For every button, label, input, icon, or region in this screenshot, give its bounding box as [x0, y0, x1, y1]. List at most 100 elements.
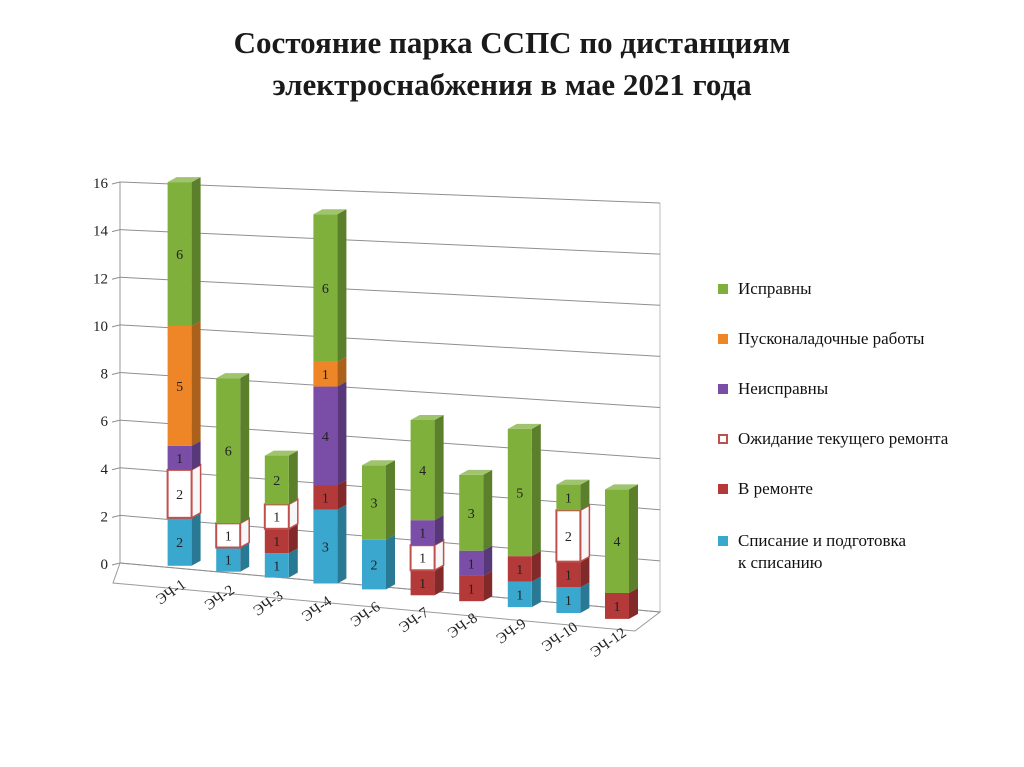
y-tick-label: 2 [101, 509, 109, 525]
x-tick-label: ЭЧ-6 [348, 599, 384, 631]
bar-segment: 1 [556, 479, 590, 511]
bar-top [362, 460, 395, 466]
bar-value-label: 4 [614, 535, 621, 550]
bar-segment: 1 [167, 440, 201, 470]
chart-title: Состояние парка ССПС по дистанциям элект… [0, 22, 1024, 106]
bar-front [167, 182, 192, 326]
bar-segment: 1 [459, 545, 493, 576]
x-tick-label: ЭЧ-4 [299, 593, 335, 625]
bar-value-label: 1 [273, 559, 280, 574]
bar-side [337, 480, 347, 510]
bar-top [216, 373, 250, 379]
bar-front [167, 325, 192, 446]
bar-value-label: 2 [565, 530, 572, 545]
bar-side [531, 423, 541, 557]
legend-swatch [718, 284, 728, 294]
bar-front [362, 539, 386, 590]
bar-front [264, 455, 289, 505]
bar-segment: 1 [410, 565, 444, 596]
bar-top [556, 479, 590, 485]
bar-front [410, 419, 435, 521]
bar-value-label: 4 [419, 464, 426, 479]
bar-segment: 2 [362, 534, 395, 590]
bar-front [556, 561, 581, 588]
bar-front [313, 485, 338, 510]
bar-front [264, 528, 289, 554]
bar-segment: 6 [313, 209, 347, 362]
x-tick-label: ЭЧ-12 [588, 625, 630, 661]
bar-segment: 4 [410, 414, 444, 521]
bar-front [410, 570, 435, 596]
y-tick-label: 12 [93, 271, 108, 287]
bar-front [362, 465, 386, 540]
bar-stack-8: 1 1 5 [507, 423, 541, 608]
bar-side [191, 512, 201, 566]
bar-front [313, 214, 338, 362]
x-tick-label: ЭЧ-1 [154, 577, 190, 609]
bar-segment: 1 [507, 551, 541, 582]
bar-value-label: 5 [176, 380, 183, 395]
bar-segment: 3 [313, 504, 347, 584]
bar-side [191, 320, 201, 446]
bar-value-label: 3 [371, 496, 378, 511]
bar-value-label: 1 [565, 568, 572, 583]
bar-front [313, 386, 338, 486]
bar-segment: 1 [216, 542, 250, 572]
bar-top [507, 423, 541, 429]
y-tick-mark [111, 181, 121, 185]
bar-segment: 1 [556, 556, 590, 588]
bar-side [531, 576, 541, 608]
y-tick-label: 14 [93, 224, 109, 240]
y-tick-mark [111, 372, 121, 375]
bar-front [459, 474, 484, 551]
bar-front [556, 587, 581, 613]
bar-side [337, 356, 347, 387]
bar-side [386, 460, 395, 540]
bar-side [433, 538, 445, 572]
legend-label: Пусконаладочные работы [738, 329, 925, 348]
bar-side [629, 588, 638, 619]
bar-stack-9: 1 1 2 1 [555, 479, 591, 613]
bar-side [434, 565, 444, 596]
bar-side [288, 498, 299, 531]
bar-front [313, 361, 338, 387]
bar-front [410, 520, 435, 546]
bar-stack-10: 14 [605, 484, 638, 619]
bar-segment: 1 [313, 356, 347, 387]
bar-stack-7: 1 1 3 [459, 469, 493, 602]
bar-value-label: 1 [419, 577, 426, 592]
bar-side [239, 517, 250, 549]
bar-side [288, 523, 298, 554]
bar-side [483, 570, 493, 602]
y-tick-label: 16 [93, 176, 109, 192]
x-tick-label: ЭЧ-10 [539, 619, 581, 655]
chart-title-line-2: электроснабжения в мае 2021 года [272, 67, 752, 102]
bar-value-label: 1 [322, 368, 329, 383]
bar-top [264, 450, 298, 456]
bar-segment: 6 [216, 373, 250, 524]
legend-label: Ожидание текущего ремонта [738, 429, 949, 448]
bar-stack-1: 2 2 1 5 6 [166, 177, 202, 566]
bar-front [216, 547, 241, 572]
bar-value-label: 6 [322, 282, 329, 297]
bar-front [216, 378, 241, 524]
bar-value-label: 2 [176, 536, 183, 551]
bar-value-label: 1 [614, 600, 621, 615]
bar-segment: 1 [605, 588, 638, 619]
y-axis-tick-labels: 0 2 4 6 8 10 12 14 16 [93, 176, 109, 573]
y-tick-mark [111, 229, 121, 233]
bar-value-label: 3 [322, 541, 329, 556]
bar-segment: 5 [507, 423, 541, 557]
bar-value-label: 2 [371, 559, 378, 574]
bar-top [459, 469, 493, 475]
bar-front [605, 593, 629, 619]
bar-side [386, 534, 395, 590]
bar-value-label: 1 [468, 583, 475, 598]
bar-top [313, 209, 347, 215]
bar-side [337, 504, 347, 584]
bar-value-label: 1 [468, 557, 475, 572]
bar-front [605, 489, 629, 594]
bar-front [459, 550, 484, 576]
bar-value-label: 1 [565, 594, 572, 609]
